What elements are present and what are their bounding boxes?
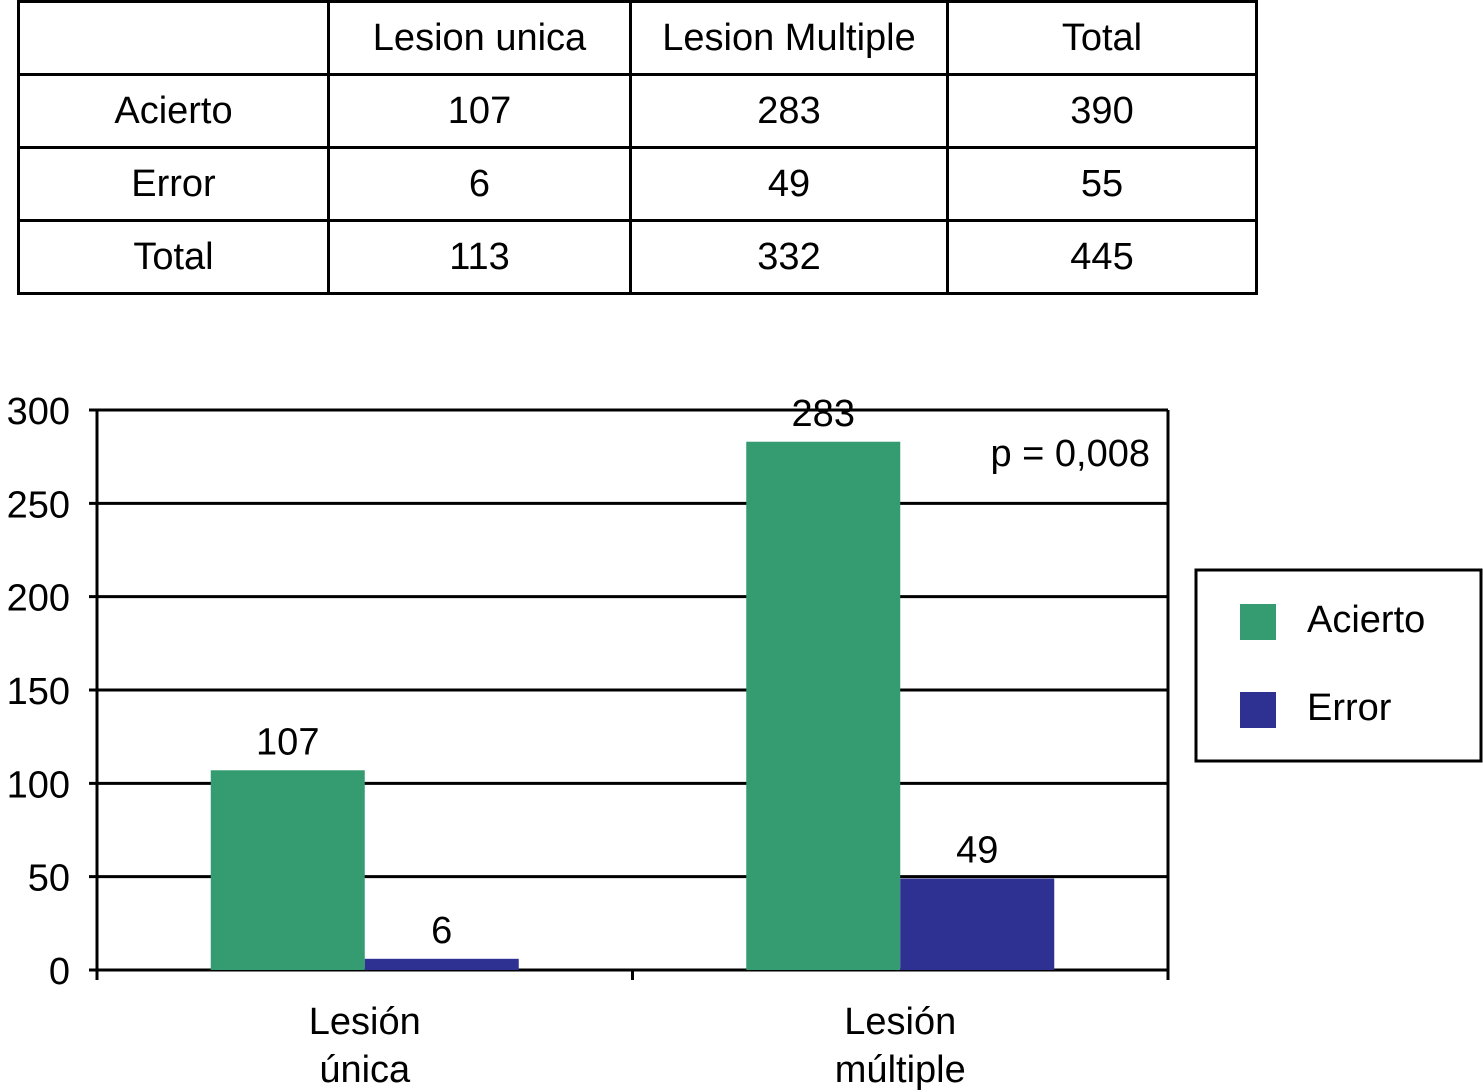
legend-label: Acierto bbox=[1307, 599, 1425, 641]
data-table: Lesion unica Lesion Multiple Total Acier… bbox=[17, 0, 1258, 295]
table-cell: 55 bbox=[946, 146, 1258, 222]
table-cell: Acierto bbox=[17, 73, 330, 149]
bar bbox=[210, 770, 365, 970]
table-cell: 283 bbox=[629, 73, 949, 149]
bar bbox=[364, 958, 519, 970]
y-tick-label: 0 bbox=[49, 951, 70, 993]
value-label: 107 bbox=[256, 721, 319, 763]
table-cell: Total bbox=[17, 219, 330, 295]
table-header-cell: Lesion Multiple bbox=[629, 0, 949, 76]
legend-label: Error bbox=[1307, 687, 1392, 729]
bar bbox=[746, 441, 901, 970]
y-tick-label: 50 bbox=[28, 858, 70, 900]
table-row: Acierto 107 283 390 bbox=[17, 73, 1258, 149]
legend-swatch bbox=[1240, 604, 1276, 640]
table-row: Error 6 49 55 bbox=[17, 146, 1258, 222]
y-tick-label: 300 bbox=[7, 391, 70, 433]
x-tick-label: Lesión única bbox=[308, 1001, 421, 1091]
table-cell: 6 bbox=[327, 146, 632, 222]
table-cell bbox=[17, 0, 330, 76]
bar bbox=[900, 878, 1055, 970]
table-cell: 332 bbox=[629, 219, 949, 295]
table-cell: 107 bbox=[327, 73, 632, 149]
table-header-cell: Total bbox=[946, 0, 1258, 76]
table-cell: 445 bbox=[946, 219, 1258, 295]
table-cell: 113 bbox=[327, 219, 632, 295]
x-tick-label: Lesión múltiple bbox=[834, 1001, 966, 1091]
y-tick-label: 250 bbox=[7, 484, 70, 526]
table-row: Total 113 332 445 bbox=[17, 219, 1258, 295]
legend-swatch bbox=[1240, 692, 1276, 728]
value-label: 6 bbox=[431, 910, 452, 952]
y-tick-label: 150 bbox=[7, 671, 70, 713]
y-tick-label: 100 bbox=[7, 764, 70, 806]
annotation: p = 0,008 bbox=[990, 433, 1150, 475]
table-cell: 49 bbox=[629, 146, 949, 222]
table-cell: 390 bbox=[946, 73, 1258, 149]
legend-box bbox=[1194, 568, 1483, 763]
table-header: Lesion unica Lesion Multiple Total bbox=[17, 0, 1258, 76]
value-label: 49 bbox=[956, 830, 998, 872]
value-label: 283 bbox=[792, 393, 855, 435]
table-cell: Error bbox=[17, 146, 330, 222]
table-header-cell: Lesion unica bbox=[327, 0, 632, 76]
y-tick-label: 200 bbox=[7, 578, 70, 620]
